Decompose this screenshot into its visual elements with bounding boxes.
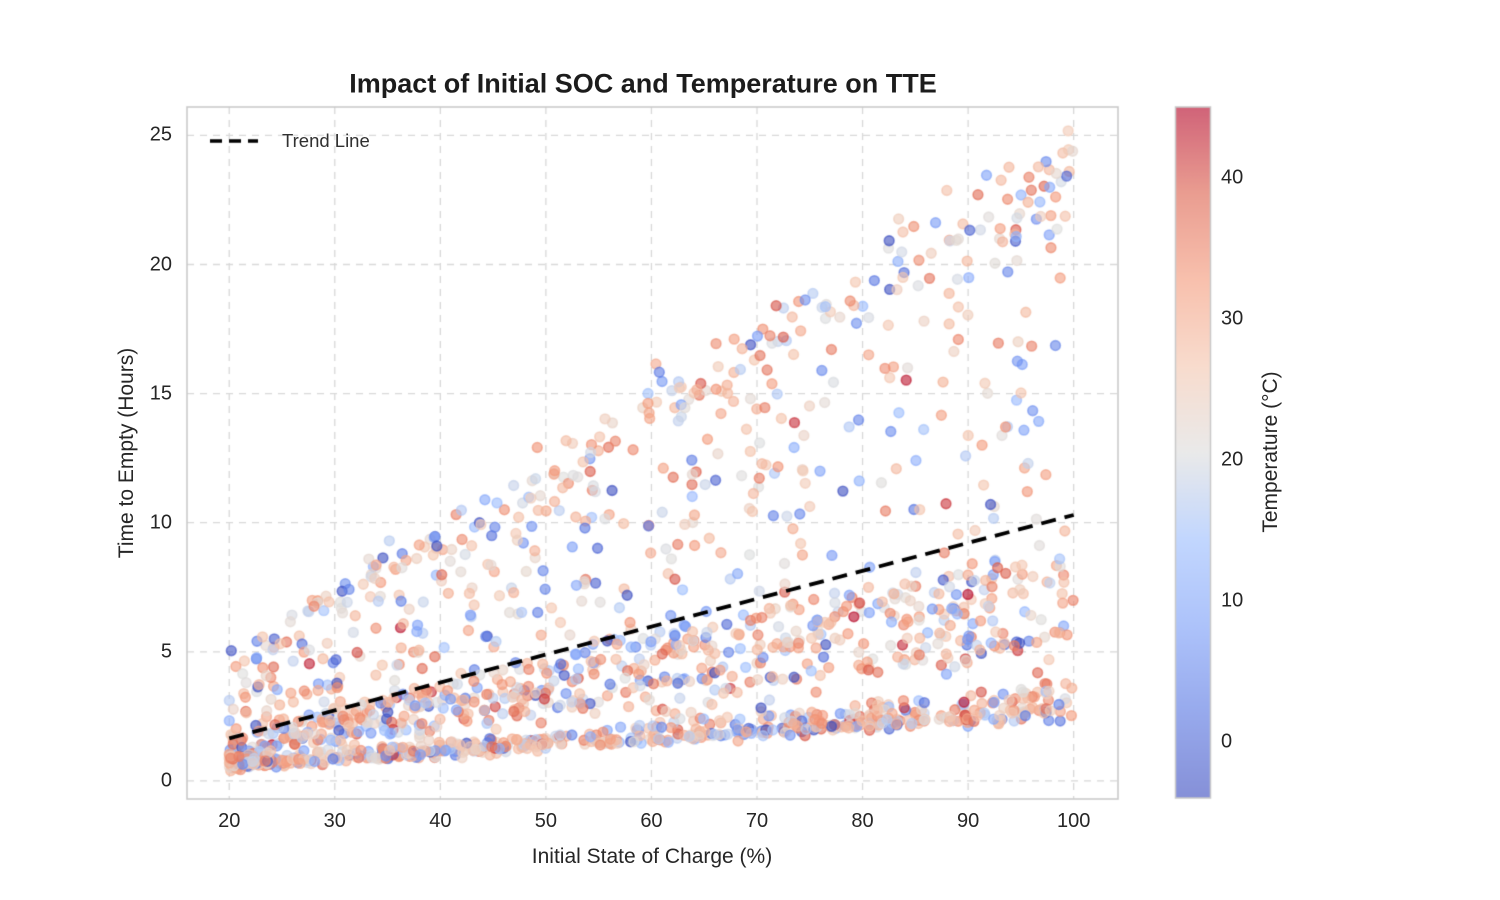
y-tick-label: 25	[149, 123, 172, 146]
colorbar-tick-label: 0	[1221, 730, 1233, 753]
x-tick-label: 60	[640, 810, 663, 832]
y-tick-label: 10	[149, 511, 172, 534]
colorbar-tick-label: 40	[1221, 166, 1244, 188]
x-tick-label: 90	[956, 810, 980, 832]
x-tick-label: 80	[851, 810, 874, 832]
x-tick-label: 50	[534, 810, 557, 832]
x-axis-label: Initial State of Charge (%)	[531, 845, 773, 868]
y-tick-label: 5	[160, 640, 172, 663]
chart-title: Impact of Initial SOC and Temperature on…	[349, 68, 937, 99]
x-tick-label: 40	[429, 810, 452, 832]
colorbar-label: Temperature (°C)	[1259, 371, 1282, 533]
x-tick-label: 30	[323, 810, 346, 832]
colorbar-tick-label: 20	[1221, 448, 1244, 471]
y-tick-label: 15	[149, 382, 172, 405]
y-axis-label: Time to Empty (Hours)	[115, 347, 138, 559]
legend-label: Trend Line	[282, 130, 370, 151]
colorbar-tick-label: 30	[1221, 307, 1244, 330]
x-tick-label: 20	[218, 810, 241, 832]
x-tick-label: 100	[1056, 810, 1091, 832]
x-tick-label: 70	[745, 810, 769, 832]
colorbar-tick-label: 10	[1221, 589, 1244, 612]
y-tick-label: 0	[160, 769, 172, 792]
y-tick-label: 20	[149, 253, 172, 275]
